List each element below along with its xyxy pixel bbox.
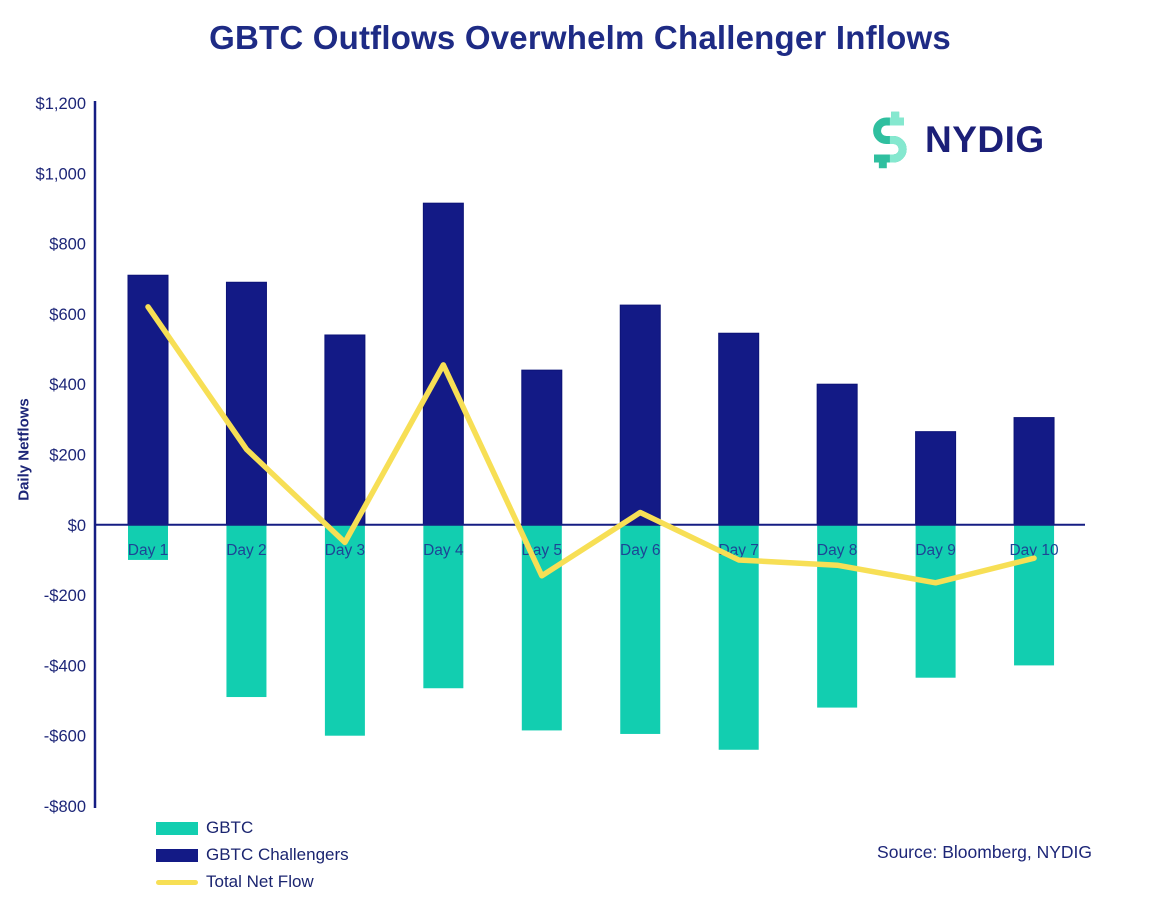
x-category-label: Day 4 (423, 542, 464, 559)
challengers-bar-day-6 (619, 304, 661, 526)
y-tick-label: -$400 (44, 657, 86, 675)
netflow-line-swatch-icon (156, 879, 198, 885)
gbtc-bar-day-4 (423, 524, 464, 689)
x-category-label: Day 8 (817, 542, 858, 559)
x-category-label: Day 6 (620, 542, 661, 559)
gbtc-bar-day-10 (1014, 524, 1055, 666)
x-category-label: Day 2 (226, 542, 267, 559)
challengers-bar-day-9 (915, 431, 957, 526)
gbtc-bar-day-3 (324, 524, 365, 736)
nydig-logo: NYDIG (862, 110, 1045, 170)
gbtc-swatch-icon (156, 821, 198, 835)
y-tick-label: $200 (49, 447, 86, 465)
total-net-flow-line (145, 304, 1037, 586)
challengers-bar-day-7 (718, 332, 760, 526)
challengers-swatch-icon (156, 848, 198, 862)
y-tick-label: $1,000 (36, 165, 86, 183)
gbtc-bar-day-6 (620, 524, 661, 734)
gbtc-bar-day-8 (817, 524, 858, 708)
y-tick-label: $600 (49, 306, 86, 324)
legend-label: GBTC (206, 818, 254, 837)
x-category-label: Day 3 (325, 542, 366, 559)
legend-item-netflow: Total Net Flow (156, 872, 349, 892)
x-category-label: Day 9 (915, 542, 956, 559)
gbtc-bar-day-1 (128, 524, 168, 560)
legend-label: Total Net Flow (206, 872, 314, 891)
challengers-bar-day-2 (225, 281, 267, 526)
nydig-wordmark: NYDIG (925, 119, 1045, 160)
gbtc-bar-day-9 (915, 524, 956, 678)
chart-legend: GBTC GBTC Challengers Total Net Flow (156, 818, 349, 892)
y-tick-label: -$600 (44, 728, 86, 746)
gbtc-bar-day-5 (521, 524, 562, 731)
challengers-bar-day-3 (324, 334, 366, 526)
y-tick-label: $800 (49, 236, 86, 254)
legend-label: GBTC Challengers (206, 845, 349, 864)
y-tick-label: $400 (49, 376, 86, 394)
y-tick-label: -$200 (44, 587, 86, 605)
gbtc-bar-day-2 (226, 524, 267, 698)
chart-title: GBTC Outflows Overwhelm Challenger Inflo… (209, 19, 951, 56)
source-note: Source: Bloomberg, NYDIG (877, 842, 1092, 862)
y-tick-label: -$800 (44, 798, 86, 816)
challengers-bar-day-10 (1013, 417, 1055, 526)
challengers-bar-day-8 (816, 383, 858, 526)
y-tick-label: $1,200 (36, 95, 86, 113)
x-category-label: Day 1 (128, 542, 169, 559)
x-category-label: Day 10 (1009, 542, 1058, 559)
nydig-dollar-icon (873, 111, 907, 169)
legend-item-challengers: GBTC Challengers (156, 845, 349, 865)
challengers-bar-day-1 (127, 274, 169, 526)
y-tick-label: $0 (68, 517, 86, 535)
challengers-bar-day-5 (521, 369, 563, 526)
legend-item-gbtc: GBTC (156, 818, 349, 838)
